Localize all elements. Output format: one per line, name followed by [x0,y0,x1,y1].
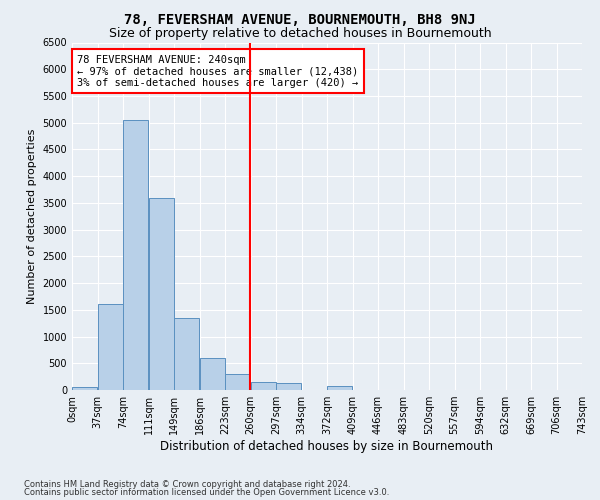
Bar [149,198,173,390]
Bar [98,304,122,390]
Text: 78 FEVERSHAM AVENUE: 240sqm
← 97% of detached houses are smaller (12,438)
3% of : 78 FEVERSHAM AVENUE: 240sqm ← 97% of det… [77,54,358,88]
Bar [251,382,275,390]
Bar [124,120,148,390]
Bar [200,358,224,390]
Text: Contains public sector information licensed under the Open Government Licence v3: Contains public sector information licen… [24,488,389,497]
Y-axis label: Number of detached properties: Number of detached properties [27,128,37,304]
Text: Size of property relative to detached houses in Bournemouth: Size of property relative to detached ho… [109,28,491,40]
Bar [226,374,250,390]
Bar [175,318,199,390]
Bar [73,388,97,390]
Text: 78, FEVERSHAM AVENUE, BOURNEMOUTH, BH8 9NJ: 78, FEVERSHAM AVENUE, BOURNEMOUTH, BH8 9… [124,12,476,26]
Bar [328,386,352,390]
X-axis label: Distribution of detached houses by size in Bournemouth: Distribution of detached houses by size … [161,440,493,453]
Text: Contains HM Land Registry data © Crown copyright and database right 2024.: Contains HM Land Registry data © Crown c… [24,480,350,489]
Bar [277,383,301,390]
